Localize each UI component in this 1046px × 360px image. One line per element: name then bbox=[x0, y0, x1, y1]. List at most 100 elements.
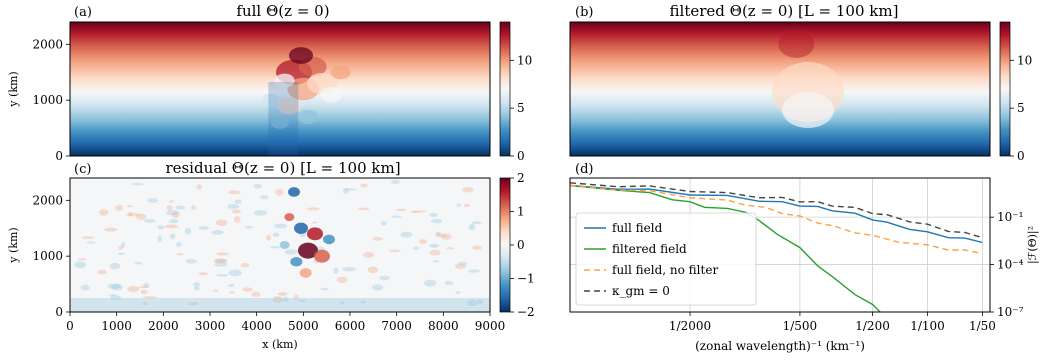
residual-blob bbox=[213, 259, 228, 263]
residual-blob bbox=[378, 275, 391, 281]
residual-blob bbox=[134, 261, 143, 265]
x-tick-label: 1/2000 bbox=[669, 319, 711, 333]
residual-core bbox=[290, 256, 303, 267]
residual-blob bbox=[441, 233, 452, 240]
residual-blob bbox=[77, 258, 87, 261]
series-line bbox=[569, 184, 983, 255]
panel-b-label: (b) bbox=[575, 5, 593, 20]
residual-blob bbox=[266, 235, 271, 241]
residual-blob bbox=[363, 252, 375, 258]
residual-blob bbox=[126, 205, 133, 208]
colorbar-tick-label: 10 bbox=[517, 53, 532, 67]
residual-blob bbox=[251, 291, 261, 297]
residual-blob bbox=[360, 300, 366, 304]
panel-a-ylabel: y (km) bbox=[7, 71, 20, 107]
series-line bbox=[569, 184, 983, 244]
residual-blob bbox=[429, 212, 438, 218]
panel-c-ylabel: y (km) bbox=[7, 227, 20, 263]
residual-blob bbox=[198, 272, 209, 276]
x-tick-label: 1/500 bbox=[783, 319, 818, 333]
eddy-blob bbox=[320, 86, 343, 103]
residual-blob bbox=[111, 284, 123, 291]
residual-blob bbox=[298, 299, 306, 303]
residual-blob bbox=[109, 294, 117, 297]
x-tick-label: 1/200 bbox=[855, 319, 890, 333]
residual-blob bbox=[198, 226, 209, 230]
residual-blob bbox=[253, 183, 262, 189]
residual-blob bbox=[215, 219, 228, 227]
residual-blob bbox=[277, 291, 288, 297]
residual-blob bbox=[412, 246, 420, 250]
residual-blob bbox=[157, 235, 162, 243]
residual-blob bbox=[320, 287, 329, 291]
panel-a-colorbar bbox=[499, 21, 511, 157]
residual-blob bbox=[97, 269, 107, 275]
legend-entry: full field bbox=[612, 221, 663, 235]
residual-core bbox=[288, 187, 300, 197]
residual-blob bbox=[115, 204, 124, 211]
residual-blob bbox=[233, 215, 241, 223]
residual-blob bbox=[476, 299, 484, 305]
x-tick-label: 4000 bbox=[241, 319, 272, 333]
residual-blob bbox=[293, 294, 299, 300]
residual-core bbox=[299, 268, 312, 278]
x-tick-label: 2000 bbox=[148, 319, 179, 333]
residual-blob bbox=[418, 239, 428, 245]
residual-blob bbox=[187, 301, 199, 306]
residual-blob bbox=[117, 252, 126, 255]
residual-blob bbox=[282, 296, 289, 302]
residual-blob bbox=[253, 210, 268, 216]
residual-blob bbox=[467, 299, 478, 307]
panel-c-xlabel: x (km) bbox=[262, 338, 297, 351]
panel-d: (d) 1/2000 1/500 1/200 1/100 1/50 10⁻⁷ 10⁻⁴ 10… bbox=[569, 162, 1040, 353]
residual-blob bbox=[269, 246, 280, 249]
residual-blob bbox=[471, 245, 482, 250]
residual-core bbox=[323, 234, 335, 245]
x-tick-label: 0 bbox=[66, 319, 74, 333]
residual-blob bbox=[142, 301, 148, 306]
residual-blob bbox=[424, 279, 437, 287]
residual-blob bbox=[126, 213, 140, 217]
eddy-blob bbox=[271, 116, 289, 129]
residual-core bbox=[284, 213, 295, 222]
residual-blob bbox=[214, 258, 227, 264]
y-tick-label: 2000 bbox=[32, 193, 63, 207]
residual-blob bbox=[380, 221, 388, 226]
residual-blob bbox=[468, 223, 476, 231]
panel-d-ylabel: |ℱ(Θ)|² bbox=[1026, 226, 1040, 264]
residual-blob bbox=[259, 195, 269, 200]
residual-blob bbox=[240, 262, 250, 268]
residual-blob bbox=[455, 291, 461, 295]
colorbar-tick-label: 0 bbox=[517, 238, 525, 252]
residual-blob bbox=[273, 296, 283, 299]
panel-b-title: filtered Θ(z = 0) [L = 100 km] bbox=[670, 2, 899, 20]
residual-blob bbox=[168, 218, 179, 224]
residual-blob bbox=[216, 252, 229, 256]
residual-blob bbox=[409, 210, 420, 213]
residual-blob bbox=[110, 295, 121, 301]
y-tick-label: 1000 bbox=[32, 249, 63, 263]
residual-core bbox=[294, 222, 308, 234]
residual-blob bbox=[345, 188, 357, 191]
residual-blob bbox=[169, 200, 174, 203]
residual-blob bbox=[212, 289, 219, 292]
residual-blob bbox=[272, 232, 280, 237]
panel-b-colorbar bbox=[999, 21, 1011, 157]
y-tick-label: 2000 bbox=[32, 37, 63, 51]
colorbar-tick-label: 10 bbox=[1017, 53, 1032, 67]
residual-blob bbox=[128, 211, 133, 217]
residual-blob bbox=[429, 243, 440, 248]
residual-blob bbox=[444, 280, 454, 286]
series-line bbox=[569, 182, 983, 239]
panel-a-label: (a) bbox=[74, 5, 92, 20]
residual-blob bbox=[143, 218, 156, 223]
colorbar-tick-label: 5 bbox=[517, 101, 525, 115]
residual-blob bbox=[395, 208, 407, 212]
residual-blob bbox=[176, 253, 184, 256]
residual-blob bbox=[131, 183, 144, 186]
colorbar-tick-label: 0 bbox=[517, 149, 525, 163]
residual-blob bbox=[360, 183, 368, 188]
residual-blob bbox=[228, 291, 236, 294]
panel-d-xlabel: (zonal wavelength)⁻¹ (km⁻¹) bbox=[695, 339, 865, 353]
residual-blob bbox=[194, 286, 200, 291]
